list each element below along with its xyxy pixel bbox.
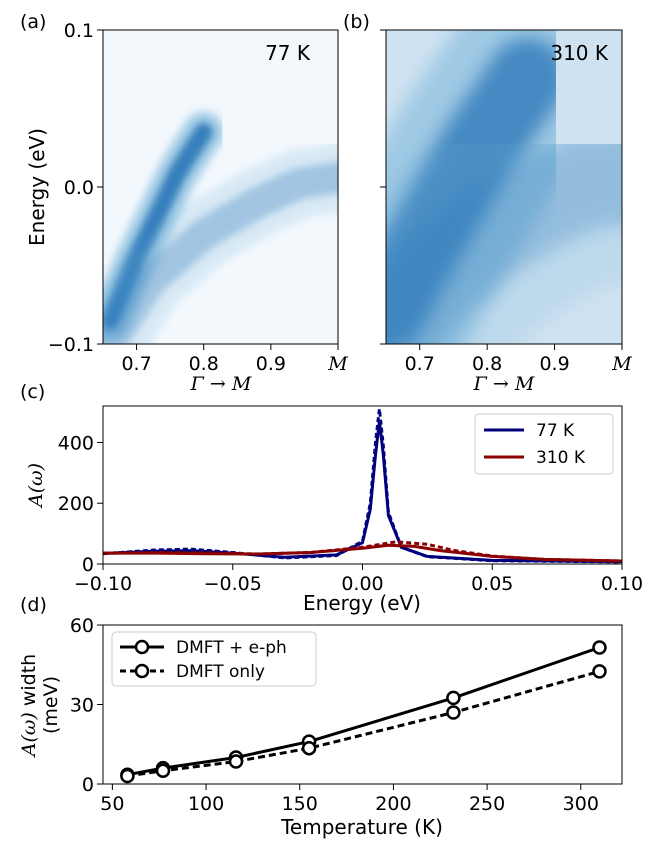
width-point-1-3	[301, 740, 317, 756]
heatmap-a-band-1	[103, 161, 338, 344]
panel-d: (d) 50 100 150 200 250 300 0 30 60 Temperature …	[18, 594, 623, 839]
x-axis-label-d: Temperature (K)	[280, 815, 443, 839]
heatmap-a-x-tick-label-3: M	[327, 353, 348, 375]
plot-c-y-tick-label-2: 400	[58, 432, 94, 454]
plot-d-y-tick-label-2: 60	[70, 615, 94, 637]
plot-c-x-tick-label-2: 0.00	[341, 573, 383, 595]
plot-d-y-tick-label-0: 0	[82, 774, 94, 796]
y-axis-d: 0 30 60	[70, 615, 103, 796]
heatmap-a-y-tick-label-2: 0.1	[64, 20, 94, 42]
heatmap-b-x-tick-label-2: 0.9	[539, 353, 569, 375]
panel-label-b: (b)	[343, 11, 370, 33]
plot-c-x-tick-label-3: 0.05	[471, 573, 513, 595]
x-axis-label-c: Energy (eV)	[303, 591, 421, 615]
panel-b: (b) 310 K 0.7 0.8 0.9 M Γ → M	[343, 11, 632, 395]
panel-label-d: (d)	[20, 594, 47, 616]
heatmap-a-bands	[103, 111, 338, 344]
plot-d-y-tick-label-1: 30	[70, 695, 94, 717]
x-axis-c: −0.10 −0.05 0.00 0.05 0.10	[74, 564, 643, 595]
legend-c-label-77k: 77 K	[536, 421, 575, 441]
plot-c-x-tick-label-4: 0.10	[601, 573, 643, 595]
plot-d-x-tick-label-0: 50	[100, 793, 124, 815]
panel-a: (a) 77 K 0.7 0.8 0.9 M −0.1 0.0 0.1 Γ → M Ene…	[20, 11, 348, 395]
heatmap-b-bands	[386, 30, 622, 344]
width-point-1-5	[592, 664, 607, 679]
heatmap-a-x-tick-label-2: 0.9	[256, 353, 286, 375]
legend-d-swatch-marker-0	[134, 639, 150, 655]
heatmap-a-y-tick-label-1: 0.0	[64, 177, 94, 199]
heatmap-a-y-tick-label-0: −0.1	[48, 334, 94, 356]
width-point-1-4	[446, 705, 461, 720]
plot-d-series	[120, 640, 607, 784]
legend-c: 77 K 310 K	[474, 413, 614, 475]
y-axis-label-d-unit: (meV)	[40, 676, 62, 734]
plot-c-series	[103, 407, 622, 564]
y-axis-label-d-line1: A(ω) width	[18, 654, 40, 758]
plot-c-x-tick-label-0: −0.10	[74, 573, 132, 595]
x-axis-label-a: Γ → M	[190, 373, 252, 395]
heatmap-a-x-tick-label-0: 0.7	[121, 353, 151, 375]
plot-d-x-tick-label-4: 250	[469, 793, 505, 815]
spectrum-line-3	[103, 540, 622, 563]
legend-d-swatch-marker-1	[134, 663, 150, 679]
y-axis-label-d: A(ω) width (meV)	[18, 654, 62, 758]
plot-c-y-tick-label-0: 0	[82, 554, 94, 576]
heatmap-b-x-tick-label-3: M	[611, 353, 632, 375]
x-axis-label-b: Γ → M	[473, 373, 535, 395]
panel-c: (c) −0.10 −0.05 0.00 0.05 0.10 0 200 400 Energ…	[20, 381, 643, 615]
width-point-1-2	[228, 754, 244, 769]
y-axis-a: −0.1 0.0 0.1	[48, 20, 103, 356]
legend-d: DMFT + e-ph DMFT only	[111, 631, 317, 687]
plot-d-x-tick-label-2: 150	[282, 793, 318, 815]
x-axis-a: 0.7 0.8 0.9 M	[121, 344, 348, 375]
x-axis-b: 0.7 0.8 0.9 M	[405, 344, 632, 375]
heatmap-b-band-1	[386, 130, 622, 344]
plot-c-y-tick-label-1: 200	[58, 493, 94, 515]
legend-d-label-1: DMFT only	[176, 662, 265, 682]
x-axis-d: 50 100 150 200 250 300	[100, 784, 599, 815]
y-axis-label-d-math: A(ω)	[18, 712, 40, 758]
width-point-0-4	[446, 690, 461, 706]
y-axis-c: 0 200 400	[58, 432, 103, 576]
width-point-1-0	[120, 768, 135, 784]
y-axis-label-a: Energy (eV)	[25, 128, 49, 246]
temperature-annotation-a: 77 K	[265, 41, 311, 65]
plot-d-x-tick-label-5: 300	[563, 793, 599, 815]
width-point-0-5	[592, 640, 607, 655]
temperature-annotation-b: 310 K	[550, 41, 609, 65]
y-axis-label-c: A(ω)	[25, 463, 47, 509]
y-axis-b	[380, 29, 386, 345]
width-line-1	[127, 669, 600, 778]
heatmap-b-x-tick-label-0: 0.7	[405, 353, 435, 375]
legend-d-label-0: DMFT + e-ph	[176, 638, 287, 658]
panel-label-a: (a)	[20, 11, 46, 33]
panel-label-c: (c)	[20, 381, 45, 403]
heatmap-b-x-tick-label-1: 0.8	[472, 353, 502, 375]
plot-c-x-tick-label-1: −0.05	[204, 573, 262, 595]
y-axis-label-d-text: width	[18, 654, 40, 712]
width-point-1-1	[155, 763, 171, 779]
plot-d-x-tick-label-1: 100	[188, 793, 224, 815]
plot-d-x-tick-label-3: 200	[375, 793, 411, 815]
heatmap-a-x-tick-label-1: 0.8	[189, 353, 219, 375]
legend-c-label-310k: 310 K	[536, 448, 586, 468]
spectrum-line-1	[103, 407, 622, 564]
